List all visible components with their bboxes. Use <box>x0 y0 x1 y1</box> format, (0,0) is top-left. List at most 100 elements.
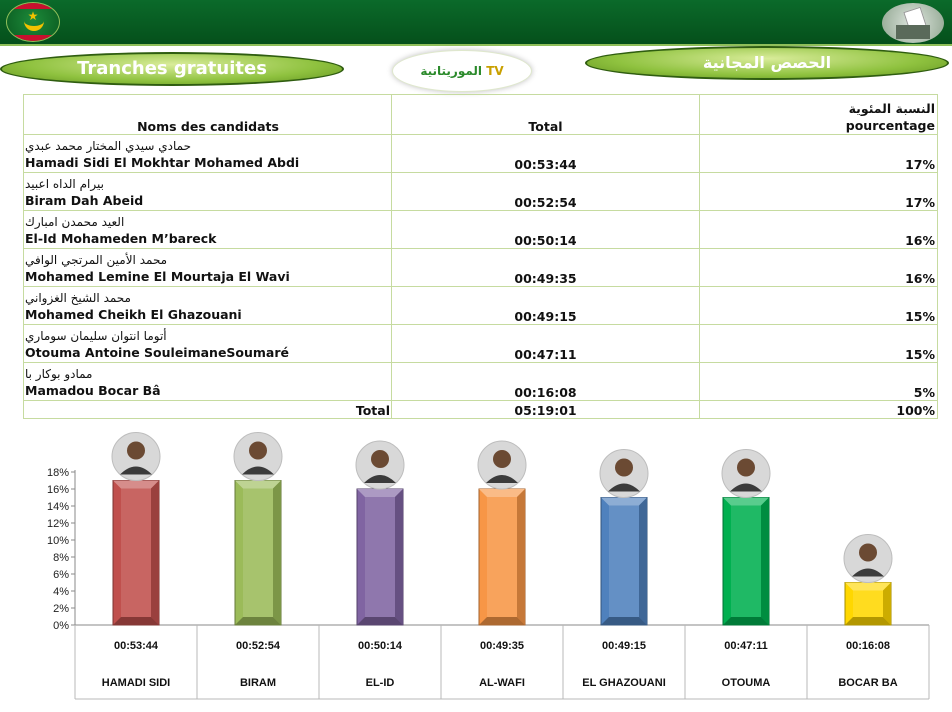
category-label: OTOUMA <box>722 677 771 689</box>
y-tick-label: 12% <box>47 518 69 530</box>
time-label: 00:16:08 <box>846 640 890 652</box>
candidate-photo-body <box>120 466 152 475</box>
y-tick-label: 8% <box>53 552 69 564</box>
header-percentage: النسبة المئوية pourcentage <box>699 94 938 135</box>
category-label: BIRAM <box>240 677 276 689</box>
candidate-name: أتوما انتوان سليمان سوماري Otouma Antoine… <box>23 324 392 363</box>
table-row: محمد الشيخ الغزواني Mohamed Cheikh El Gha… <box>23 286 938 325</box>
top-banner: ★ <box>0 0 952 46</box>
bar-1 <box>112 480 160 626</box>
category-label: EL-ID <box>366 677 395 689</box>
candidate-pct: 16% <box>699 210 938 249</box>
bar-7 <box>844 582 892 626</box>
name-french: El-Id Mohameden M’bareck <box>25 231 217 246</box>
table-row: العيد محمدن امبارك El-Id Mohameden M’bare… <box>23 210 938 249</box>
name-arabic: محمد الأمين المرتجي الوافي <box>25 253 168 267</box>
name-arabic: محمد الشيخ الغزواني <box>25 291 131 305</box>
table-row: بيرام الداه اعبيد Biram Dah Abeid 00:52:5… <box>23 172 938 211</box>
table-row: ممادو بوكار با Mamadou Bocar Bâ 00:16:08 … <box>23 362 938 401</box>
candidate-name: ممادو بوكار با Mamadou Bocar Bâ <box>23 362 392 401</box>
logo-accent: TV <box>486 64 504 78</box>
candidate-photo-head <box>859 543 877 562</box>
candidate-photo-body <box>486 475 518 483</box>
category-label: EL GHAZOUANI <box>582 677 666 689</box>
footer-label: Total <box>23 400 392 419</box>
candidate-name: العيد محمدن امبارك El-Id Mohameden M’bare… <box>23 210 392 249</box>
candidate-photo-body <box>730 483 762 492</box>
name-arabic: أتوما انتوان سليمان سوماري <box>25 329 167 343</box>
channel-logo: الموريتانية TV <box>392 50 532 92</box>
footer-pct: 100% <box>699 400 938 419</box>
candidate-photo-head <box>737 458 755 477</box>
category-label: AL-WAFI <box>479 677 525 689</box>
title-french: Tranches gratuites <box>0 52 344 86</box>
table-row: أتوما انتوان سليمان سوماري Otouma Antoine… <box>23 324 938 363</box>
name-french: Hamadi Sidi El Mokhtar Mohamed Abdi <box>25 155 300 170</box>
y-tick-label: 14% <box>47 501 69 513</box>
candidate-pct: 15% <box>699 324 938 363</box>
name-arabic: حمادي سيدي المختار محمد عبدي <box>25 139 192 153</box>
name-french: Mamadou Bocar Bâ <box>25 383 161 398</box>
table-footer-row: Total 05:19:01 100% <box>23 400 938 419</box>
candidate-name: محمد الأمين المرتجي الوافي Mohamed Lemine… <box>23 248 392 287</box>
time-label: 00:52:54 <box>236 640 281 652</box>
name-french: Biram Dah Abeid <box>25 193 144 208</box>
time-label: 00:53:44 <box>114 640 159 652</box>
table-row: محمد الأمين المرتجي الوافي Mohamed Lemine… <box>23 248 938 287</box>
candidate-pct: 5% <box>699 362 938 401</box>
name-french: Mohamed Lemine El Mourtaja El Wavi <box>25 269 290 284</box>
time-label: 00:49:15 <box>602 640 646 652</box>
name-arabic: بيرام الداه اعبيد <box>25 177 104 191</box>
header-name: Noms des candidats <box>23 94 392 135</box>
bar-4 <box>478 488 526 626</box>
ballot-box-icon <box>882 3 944 43</box>
y-tick-label: 0% <box>53 620 69 632</box>
table-row: حمادي سيدي المختار محمد عبدي Hamadi Sidi … <box>23 134 938 173</box>
header-pct-french: pourcentage <box>845 118 935 133</box>
header-pct-arabic: النسبة المئوية <box>848 101 935 116</box>
time-label: 00:49:35 <box>480 640 524 652</box>
candidate-photo-body <box>852 568 884 577</box>
y-tick-label: 10% <box>47 535 69 547</box>
candidate-time: 00:49:35 <box>391 248 700 287</box>
candidate-pct: 15% <box>699 286 938 325</box>
name-french: Otouma Antoine SouleimaneSoumaré <box>25 345 290 360</box>
table-header-row: Noms des candidats Total النسبة المئوية … <box>23 94 938 135</box>
y-tick-label: 16% <box>47 484 69 496</box>
y-tick-label: 2% <box>53 603 69 615</box>
footer-total: 05:19:01 <box>391 400 700 419</box>
candidate-photo-body <box>364 475 396 483</box>
bar-6 <box>722 497 770 626</box>
category-label: BOCAR BA <box>838 677 897 689</box>
candidate-photo-head <box>615 458 633 477</box>
candidate-photo-head <box>127 441 145 460</box>
header-total: Total <box>391 94 700 135</box>
title-arabic: الحصص المجانية <box>585 46 949 80</box>
bar-5 <box>600 497 648 626</box>
candidate-photo-body <box>608 483 640 492</box>
time-label: 00:50:14 <box>358 640 403 652</box>
y-tick-label: 4% <box>53 586 69 598</box>
bar-3 <box>356 488 404 626</box>
percentage-bar-chart: 0% 2% 4% 6% 8% 10% 12% 14% 16% 18% 00:53:44 HAMADI … <box>47 432 930 700</box>
candidate-name: محمد الشيخ الغزواني Mohamed Cheikh El Gha… <box>23 286 392 325</box>
name-french: Mohamed Cheikh El Ghazouani <box>25 307 242 322</box>
candidate-pct: 17% <box>699 134 938 173</box>
candidate-time: 00:50:14 <box>391 210 700 249</box>
candidate-time: 00:49:15 <box>391 286 700 325</box>
candidate-pct: 16% <box>699 248 938 287</box>
candidate-photo-head <box>249 441 267 460</box>
candidate-pct: 17% <box>699 172 938 211</box>
y-tick-label: 18% <box>47 467 69 479</box>
candidate-name: بيرام الداه اعبيد Biram Dah Abeid <box>23 172 392 211</box>
results-table: Noms des candidats Total النسبة المئوية … <box>23 94 938 419</box>
y-tick-label: 6% <box>53 569 69 581</box>
candidate-time: 00:47:11 <box>391 324 700 363</box>
candidate-photo-head <box>371 450 389 468</box>
name-arabic: ممادو بوكار با <box>25 367 93 381</box>
candidate-photo-body <box>242 466 274 475</box>
candidate-name: حمادي سيدي المختار محمد عبدي Hamadi Sidi … <box>23 134 392 173</box>
mauritania-flag-icon: ★ <box>6 2 60 42</box>
candidate-time: 00:16:08 <box>391 362 700 401</box>
bar-2 <box>234 480 282 626</box>
